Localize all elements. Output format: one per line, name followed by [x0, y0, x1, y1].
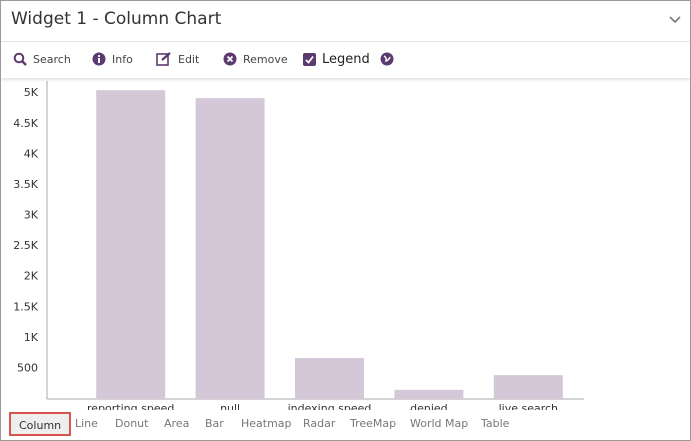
- chart-type-tabs: Column Line Donut Area Bar Heatmap Radar TreeMa…: [1, 410, 690, 440]
- collapse-icon[interactable]: [669, 15, 681, 25]
- y-tick-label: 2.5K: [13, 239, 38, 252]
- chart: 500 1K 1.5K 2K 2.5K 3K 3.5K 4K 4.5K 5K reporting s…: [13, 81, 584, 410]
- x-tick-label: reporting speed: [87, 402, 174, 410]
- chart-type-tab[interactable]: Line: [75, 417, 98, 430]
- remove-icon: [223, 52, 237, 66]
- globe-icon: [380, 52, 394, 66]
- y-tick-label: 500: [17, 361, 38, 374]
- globe-button[interactable]: [380, 52, 394, 66]
- y-tick-label: 3.5K: [13, 178, 38, 191]
- search-button[interactable]: Search: [13, 52, 71, 66]
- bar: [394, 389, 464, 399]
- chart-type-tab[interactable]: Donut: [115, 417, 149, 430]
- legend-toggle[interactable]: Legend: [303, 52, 370, 67]
- bar: [295, 358, 364, 399]
- x-tick-label: denied: [410, 402, 448, 410]
- remove-label: Remove: [243, 52, 288, 66]
- y-tick-label: 1K: [24, 331, 39, 344]
- chart-type-tab[interactable]: TreeMap: [350, 417, 397, 430]
- chart-type-tab[interactable]: Bar: [205, 417, 224, 430]
- x-tick-label: null: [220, 402, 240, 410]
- info-button[interactable]: Info: [92, 52, 133, 66]
- y-tick-label: 4.5K: [13, 117, 38, 130]
- y-tick-label: 5K: [24, 86, 39, 99]
- bar: [195, 98, 265, 399]
- edit-button[interactable]: Edit: [156, 52, 199, 66]
- info-label: Info: [112, 52, 133, 66]
- legend-label: Legend: [322, 52, 370, 67]
- toolbar: Search Info Edit Remove Legend: [1, 42, 690, 78]
- y-tick-label: 2K: [24, 270, 39, 283]
- chart-type-tab[interactable]: World Map: [410, 417, 469, 430]
- bar: [96, 90, 166, 399]
- checkbox: [303, 53, 316, 66]
- header: Widget 1 - Column Chart: [1, 1, 690, 42]
- widget-title: Widget 1 - Column Chart: [11, 9, 222, 29]
- chart-type-tab[interactable]: Column: [9, 412, 72, 436]
- x-tick-label: indexing speed: [288, 402, 372, 410]
- remove-button[interactable]: Remove: [223, 52, 288, 66]
- bar: [493, 375, 563, 399]
- chart-type-tab[interactable]: Table: [481, 417, 510, 430]
- x-tick-label: live search: [499, 402, 558, 410]
- search-icon: [13, 52, 27, 66]
- chart-type-tab[interactable]: Area: [164, 417, 190, 430]
- y-tick-label: 1.5K: [13, 300, 38, 313]
- info-icon: [92, 52, 106, 66]
- edit-label: Edit: [178, 52, 200, 66]
- y-tick-label: 4K: [24, 147, 39, 160]
- edit-icon: [156, 52, 171, 66]
- search-label: Search: [33, 52, 71, 66]
- chart-type-tab[interactable]: Heatmap: [241, 417, 292, 430]
- y-tick-label: 3K: [24, 209, 39, 222]
- chart-type-tab[interactable]: Radar: [303, 417, 336, 430]
